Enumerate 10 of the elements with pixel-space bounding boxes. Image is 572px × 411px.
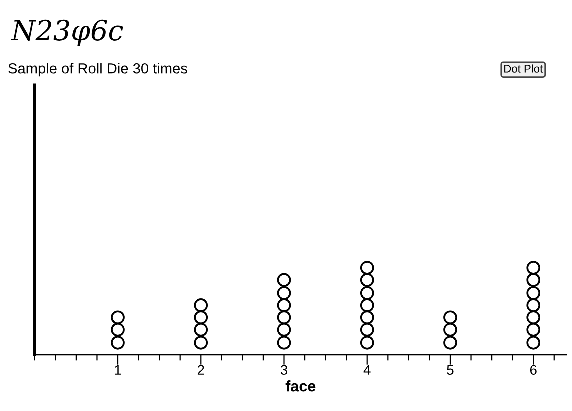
chart-title: Sample of Roll Die 30 times <box>8 63 188 77</box>
x-tick-label: 1 <box>115 365 122 375</box>
x-axis-title: face <box>286 380 316 392</box>
x-tick-label: 4 <box>364 365 371 375</box>
text: Dot Plot <box>504 64 544 73</box>
text: N23φ6c <box>10 20 124 46</box>
x-tick-label: 5 <box>447 365 454 376</box>
x-tick-label: 3 <box>280 365 288 376</box>
x-tick-label: 2 <box>198 365 204 375</box>
x-tick-label: 6 <box>530 365 537 376</box>
